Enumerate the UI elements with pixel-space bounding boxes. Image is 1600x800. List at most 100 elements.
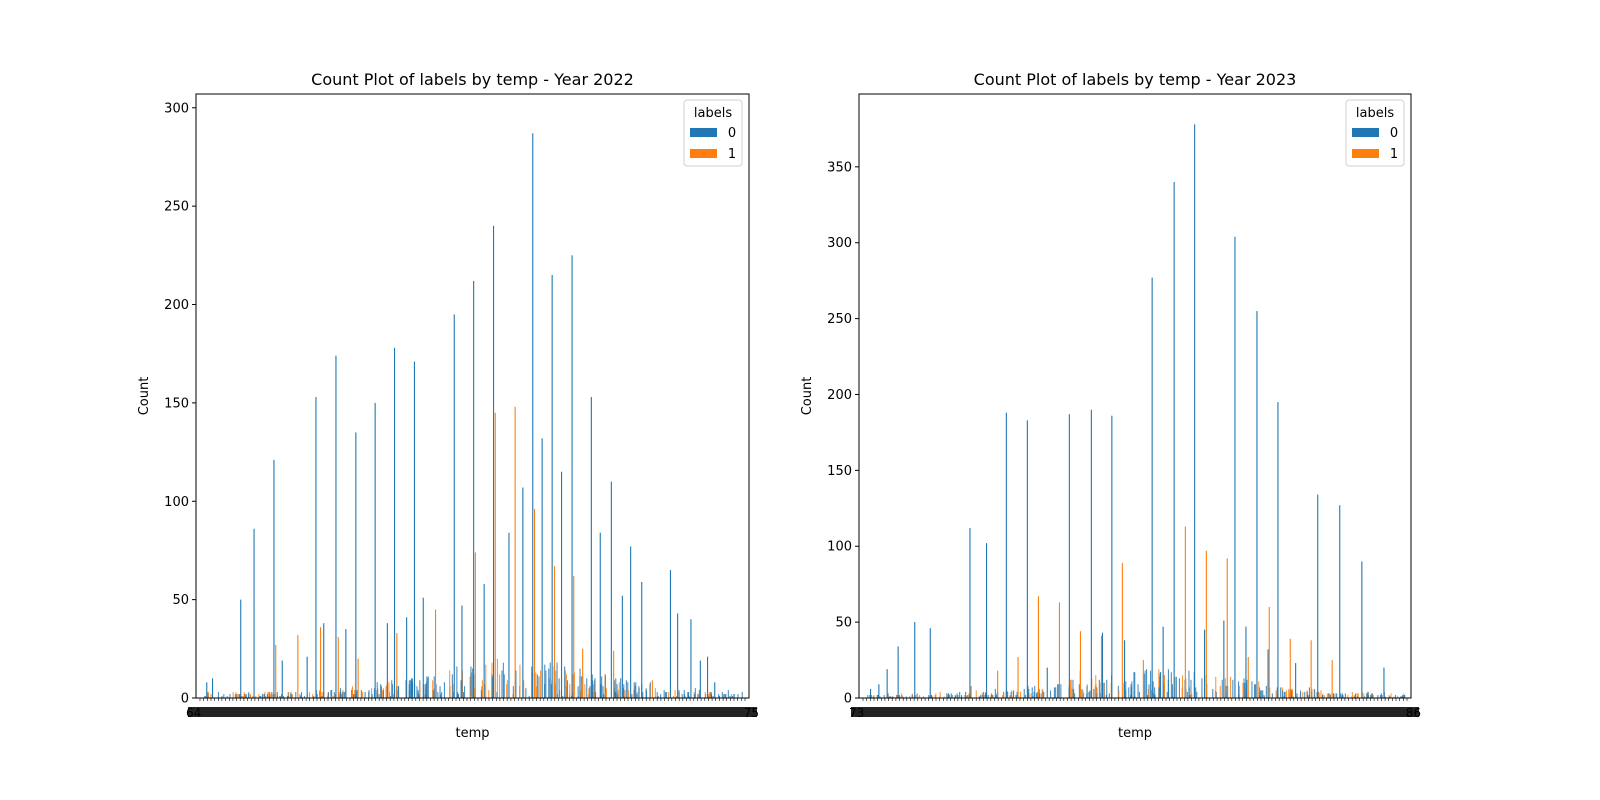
bar-label-0 [663,690,665,698]
bar-label-0 [621,595,623,698]
bar-label-0 [1404,695,1406,698]
bar-label-0 [288,696,290,698]
bar-label-1 [634,686,636,698]
bar-label-1 [1184,526,1186,698]
bar-label-0 [660,694,662,698]
bar-label-0 [1336,693,1338,698]
bar-label-0 [1277,402,1279,698]
bar-label-0 [599,532,601,698]
bar-label-1 [1291,688,1293,698]
bar-label-1 [272,694,274,698]
bar-label-0 [435,684,437,698]
bar-label-0 [443,682,445,698]
bar-label-1 [877,696,879,698]
bar-label-0 [1159,672,1161,698]
bar-label-1 [943,696,945,698]
bar-label-0 [1154,695,1156,698]
bar-label-0 [236,694,238,698]
bar-label-0 [666,692,668,698]
bar-label-1 [565,696,567,698]
bar-label-0 [1292,696,1294,698]
bar-label-1 [565,674,567,698]
bar-label-1 [1041,688,1043,698]
bar-label-0 [1263,695,1265,698]
bar-label-0 [615,678,617,698]
bar-label-1 [312,694,314,698]
bar-label-1 [1118,690,1120,698]
bar-label-0 [741,692,743,698]
bar-label-1 [1094,685,1096,698]
bar-label-0 [1367,693,1369,698]
bar-label-0 [586,678,588,698]
bar-label-0 [1238,681,1240,698]
bar-label-0 [1246,679,1248,698]
bar-label-0 [600,684,602,698]
bar-label-1 [235,696,237,698]
y-tick-label: 100 [827,540,852,555]
bar-label-0 [1265,685,1267,698]
bar-label-0 [562,696,564,698]
bar-label-0 [1397,696,1399,698]
bar-label-0 [616,684,618,698]
bar-label-0 [392,684,394,698]
bar-label-1 [1019,696,1021,698]
bar-label-0 [897,646,899,698]
bar-label-0 [613,694,615,698]
bar-label-1 [1110,682,1112,698]
bar-label-1 [481,680,483,698]
bar-label-0 [664,692,666,698]
bar-label-0 [545,670,547,698]
y-tick-label: 150 [164,396,189,411]
bar-label-0 [398,686,400,698]
bar-label-0 [532,133,534,699]
bar-label-0 [995,695,997,698]
bar-label-1 [1017,657,1019,698]
bar-label-0 [1032,696,1034,698]
bar-label-0 [260,696,262,698]
bar-label-1 [672,696,674,698]
bar-label-1 [1327,695,1329,698]
bar-label-1 [331,696,333,698]
bar-label-0 [492,676,494,698]
bar-label-0 [345,629,347,698]
bar-label-1 [235,692,237,698]
bar-label-0 [601,676,603,698]
x-tick-labels-overlap [851,707,1419,717]
bar-label-0 [253,528,255,698]
bar-label-0 [1381,695,1383,698]
bar-label-0 [544,684,546,698]
legend: labels 0 1 [1345,99,1405,167]
bar-label-1 [1244,687,1246,698]
bar-label-1 [584,684,586,698]
bar-label-0 [551,275,553,698]
bar-label-0 [391,680,393,698]
bar-label-0 [351,690,353,698]
bar-label-0 [413,361,415,698]
bar-label-0 [271,692,273,698]
bar-label-0 [451,674,453,698]
bar-label-1 [1230,676,1232,698]
legend-swatch-0 [690,128,717,137]
bar-label-1 [435,609,437,698]
bar-label-0 [483,583,485,698]
bar-label-1 [396,633,398,698]
bar-label-0 [1201,678,1203,698]
bar-label-1 [1351,696,1353,698]
bar-label-0 [1379,695,1381,698]
bar-label-0 [707,656,709,698]
bar-label-1 [1190,691,1192,698]
bar-label-0 [984,693,986,698]
bar-label-1 [955,696,957,698]
bar-label-0 [295,692,297,698]
bar-label-0 [1103,682,1105,698]
bar-label-0 [491,674,493,698]
bar-label-1 [1347,695,1349,698]
bar-label-0 [1389,696,1391,698]
bar-label-0 [1106,679,1108,698]
bar-label-0 [681,694,683,698]
y-tick-label: 0 [844,692,852,707]
bar-label-0 [394,347,396,698]
bar-label-0 [1086,693,1088,698]
bar-label-0 [341,692,343,698]
bar-label-1 [270,694,272,698]
